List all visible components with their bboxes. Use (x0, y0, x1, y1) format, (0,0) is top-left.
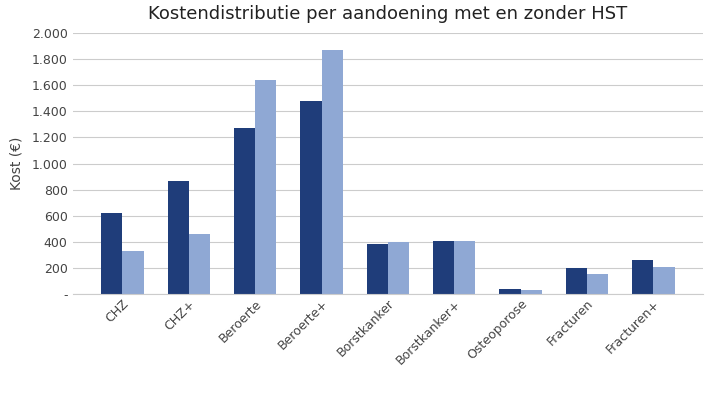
Bar (433, 241, 455, 294)
Title: Kostendistributie per aandoening met en zonder HST: Kostendistributie per aandoening met en … (148, 5, 628, 23)
Bar (566, 267, 587, 294)
Bar (102, 213, 123, 294)
Y-axis label: Kost (€): Kost (€) (9, 137, 23, 190)
Bar (188, 234, 210, 294)
Bar (167, 181, 188, 294)
Bar (632, 260, 653, 294)
Bar (521, 290, 542, 294)
Bar (388, 242, 409, 294)
Bar (123, 251, 144, 294)
Bar (587, 274, 608, 294)
Bar (653, 267, 674, 294)
Bar (367, 244, 388, 294)
Bar (455, 241, 476, 294)
Bar (234, 128, 255, 294)
Bar (500, 289, 521, 294)
Bar (321, 50, 343, 294)
Bar (255, 80, 276, 294)
Bar (300, 101, 321, 294)
